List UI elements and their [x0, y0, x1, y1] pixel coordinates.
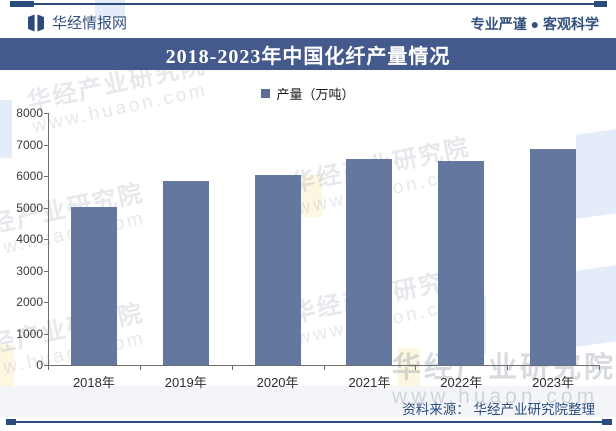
x-tick [415, 366, 417, 370]
y-tick-label: 8000 [16, 106, 43, 120]
source-note: 资料来源： 华经产业研究院整理 [402, 402, 595, 417]
bar-2019年 [162, 181, 209, 365]
y-axis [48, 113, 49, 365]
bottom-rule [6, 421, 612, 423]
y-tick [44, 176, 48, 177]
bar-2018年 [70, 207, 117, 365]
y-tick-label: 4000 [16, 232, 43, 246]
decor-shape [0, 100, 12, 158]
legend-swatch [261, 89, 271, 98]
book-logo-icon [28, 14, 44, 31]
y-tick [44, 207, 48, 209]
legend: 产量（万吨） [0, 84, 616, 103]
y-tick-label: 5000 [16, 200, 43, 215]
x-tick [139, 366, 141, 370]
y-tick-label: 6000 [16, 169, 43, 183]
x-tick [231, 366, 233, 370]
y-tick [44, 302, 48, 303]
x-tick [599, 366, 600, 370]
y-tick [44, 239, 48, 240]
decor-shape [398, 348, 420, 394]
footer-strip [0, 386, 616, 417]
x-tick [323, 366, 325, 370]
x-category-label: 2021年 [348, 375, 391, 390]
legend-label: 产量（万吨） [276, 87, 355, 102]
y-tick [44, 270, 48, 272]
y-tick-label: 2000 [16, 295, 43, 309]
decor-shape [0, 345, 14, 391]
top-rule-right-cap [594, 1, 607, 7]
brand-name: 华经情报网 [52, 15, 128, 32]
x-category-label: 2020年 [256, 375, 299, 390]
y-tick [44, 144, 48, 146]
x-axis [48, 365, 600, 366]
bar-2021年 [346, 159, 393, 365]
bar-2023年 [530, 148, 577, 365]
top-rule-left-cap [10, 1, 34, 7]
y-tick-label: 0 [36, 358, 43, 372]
title-bar: 2018-2023年中国化纤产量情况 [0, 38, 616, 70]
x-category-label: 2019年 [164, 375, 207, 390]
y-tick-label: 7000 [16, 137, 43, 152]
decor-shape [300, 175, 322, 217]
x-tick [507, 366, 509, 370]
y-tick-label: 1000 [16, 326, 43, 341]
y-tick [44, 365, 48, 366]
bar-2022年 [438, 160, 485, 365]
x-category-label: 2022年 [440, 375, 483, 390]
brand: 华经情报网 [27, 12, 127, 33]
top-rule [10, 3, 607, 5]
y-tick [44, 333, 48, 335]
x-category-label: 2023年 [532, 375, 575, 390]
header: 华经情报网 专业严谨 ● 客观科学 [0, 8, 616, 38]
watermark-text: 华经产业研究院 [392, 352, 616, 384]
bar-2020年 [254, 175, 301, 365]
x-tick [48, 366, 49, 370]
x-category-label: 2018年 [72, 375, 115, 390]
bottom-rule-left-cap [6, 419, 16, 425]
slogan: 专业严谨 ● 客观科学 [470, 16, 599, 32]
watermark-url: www.huaon.com [392, 385, 599, 409]
y-tick [44, 113, 48, 114]
chart-title: 2018-2023年中国化纤产量情况 [165, 45, 451, 68]
bottom-rule-right-cap [602, 419, 612, 425]
y-tick-label: 3000 [16, 263, 43, 278]
watermark: 华经产业研究院 www.huaon.com [392, 352, 616, 409]
